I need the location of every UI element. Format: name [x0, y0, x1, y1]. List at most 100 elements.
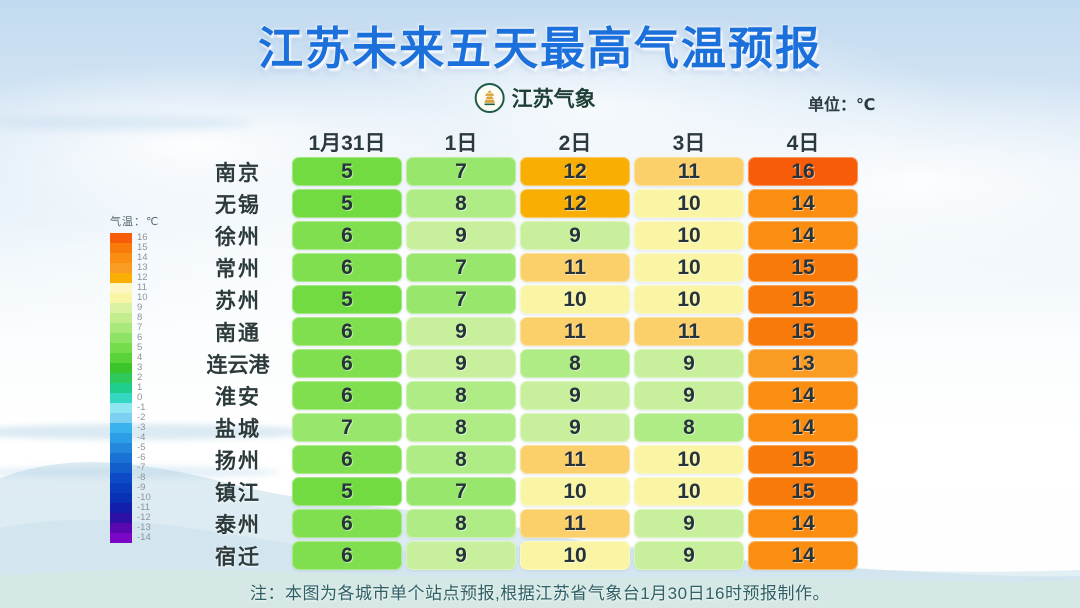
legend-swatch [110, 383, 132, 393]
city-label: 苏州 [215, 289, 261, 313]
legend-swatch [110, 453, 132, 463]
legend-swatch [110, 473, 132, 483]
temperature-cell: 10 [634, 477, 744, 506]
temperature-cell: 11 [520, 317, 630, 346]
city-label: 南京 [215, 161, 261, 185]
legend-entry: -5 [110, 443, 159, 453]
legend-swatch [110, 233, 132, 243]
temperature-cell: 6 [292, 381, 402, 410]
temperature-cell: 5 [292, 285, 402, 314]
temperature-cell: 11 [634, 157, 744, 186]
legend-entry: -2 [110, 413, 159, 423]
legend-entry: 11 [110, 283, 159, 293]
legend-value-label: -4 [137, 432, 146, 443]
legend-value-label: 1 [137, 382, 143, 393]
legend-value-label: -14 [137, 532, 151, 543]
legend-value-label: -5 [137, 442, 146, 453]
temperature-cell: 9 [520, 413, 630, 442]
legend-value-label: -7 [137, 462, 146, 473]
legend-value-label: -11 [137, 502, 151, 513]
temperature-cell: 6 [292, 349, 402, 378]
legend-swatch [110, 443, 132, 453]
legend-title: 气温：℃ [110, 216, 160, 228]
temperature-cell: 15 [748, 253, 858, 282]
legend-entry: -11 [110, 503, 159, 513]
legend-entry: -6 [110, 453, 159, 463]
legend-swatch [110, 413, 132, 423]
temperature-cell: 8 [406, 445, 516, 474]
temperature-cell: 5 [292, 189, 402, 218]
legend-swatch [110, 363, 132, 373]
legend-value-label: 4 [137, 352, 143, 363]
temperature-cell: 7 [406, 285, 516, 314]
legend-entry: -12 [110, 513, 159, 523]
temperature-cell: 9 [634, 381, 744, 410]
temperature-cell: 8 [406, 189, 516, 218]
legend-entry: 5 [110, 343, 159, 353]
legend-value-label: 7 [137, 322, 143, 333]
legend-value-label: -6 [137, 452, 146, 463]
temperature-cell: 14 [748, 413, 858, 442]
city-label: 徐州 [215, 225, 261, 249]
temperature-cell: 9 [520, 381, 630, 410]
footnote: 注：本图为各城市单个站点预报,根据江苏省气象台1月30日16时预报制作。 [250, 584, 830, 603]
table-body: 南京 5 7 12 11 16 无锡 5 8 12 10 14 徐州 6 9 9 10 14 常州 6 7 11 10 15 苏… [188, 157, 858, 570]
legend-entry: 3 [110, 363, 159, 373]
unit-label: 单位：℃ [808, 97, 876, 114]
temperature-cell: 9 [406, 317, 516, 346]
legend-entry: -8 [110, 473, 159, 483]
city-label: 淮安 [215, 385, 261, 409]
legend-value-label: 13 [137, 262, 148, 273]
legend-swatch [110, 393, 132, 403]
temperature-cell: 10 [520, 285, 630, 314]
temperature-cell: 9 [634, 509, 744, 538]
jiangsu-meteorology-logo: 江苏气象 [474, 83, 596, 113]
page-title: 江苏未来五天最高气温预报 [257, 23, 822, 74]
legend-swatch [110, 253, 132, 263]
temperature-cell: 5 [292, 157, 402, 186]
temperature-cell: 15 [748, 317, 858, 346]
legend-value-label: -12 [137, 512, 151, 523]
legend-value-label: 3 [137, 362, 143, 373]
date-column-header: 1月31日 [308, 132, 386, 155]
temperature-cell: 10 [520, 541, 630, 570]
date-column-header: 4日 [786, 132, 820, 155]
temperature-cell: 10 [520, 477, 630, 506]
legend-entry: 15 [110, 243, 159, 253]
temperature-cell: 6 [292, 317, 402, 346]
legend-value-label: 0 [137, 392, 143, 403]
legend-entry: -3 [110, 423, 159, 433]
legend-entry: 7 [110, 323, 159, 333]
legend-value-label: 10 [137, 292, 148, 303]
legend-swatch [110, 273, 132, 283]
legend-entry: 6 [110, 333, 159, 343]
legend-entry: 16 [110, 233, 159, 243]
temperature-cell: 7 [406, 157, 516, 186]
legend-value-label: 8 [137, 312, 143, 323]
legend-swatch [110, 303, 132, 313]
city-label: 镇江 [215, 481, 261, 505]
legend-entry: 10 [110, 293, 159, 303]
temperature-cell: 6 [292, 509, 402, 538]
legend-swatch [110, 263, 132, 273]
temperature-cell: 15 [748, 285, 858, 314]
city-label: 盐城 [215, 417, 261, 441]
temperature-cell: 10 [634, 221, 744, 250]
legend-swatch [110, 493, 132, 503]
temperature-cell: 14 [748, 541, 858, 570]
temperature-cell: 9 [520, 221, 630, 250]
temperature-cell: 10 [634, 253, 744, 282]
city-label: 常州 [215, 257, 261, 281]
temperature-cell: 7 [406, 253, 516, 282]
temperature-cell: 11 [634, 317, 744, 346]
legend-entry: 1 [110, 383, 159, 393]
temperature-cell: 16 [748, 157, 858, 186]
temperature-cell: 6 [292, 541, 402, 570]
legend-entry: -7 [110, 463, 159, 473]
legend-entry: 13 [110, 263, 159, 273]
city-label: 扬州 [215, 449, 261, 473]
legend-swatch [110, 293, 132, 303]
legend-entry: 14 [110, 253, 159, 263]
legend-value-label: -9 [137, 482, 146, 493]
